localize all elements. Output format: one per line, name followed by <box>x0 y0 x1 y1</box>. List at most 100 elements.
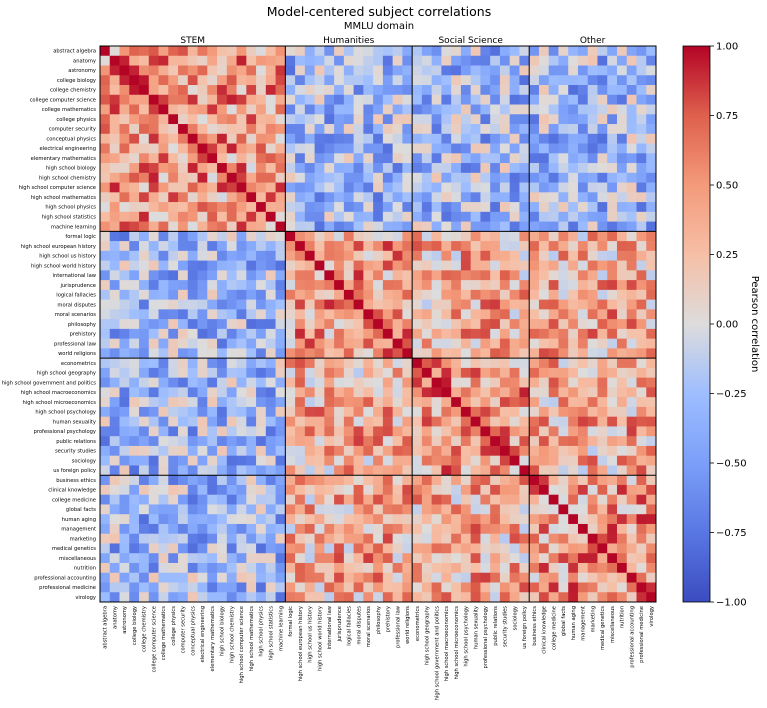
heatmap-cell <box>626 533 637 544</box>
heatmap-cell <box>509 484 520 496</box>
y-tick-label: formal logic <box>65 234 96 240</box>
heatmap-cell <box>168 523 179 535</box>
heatmap-cell <box>246 133 257 144</box>
heatmap-cell <box>207 163 218 174</box>
heatmap-cell <box>451 270 462 281</box>
heatmap-cell <box>558 65 569 76</box>
heatmap-cell <box>616 397 628 408</box>
heatmap-cell <box>363 494 374 505</box>
heatmap-cell <box>275 338 286 349</box>
heatmap-cell <box>616 348 628 359</box>
heatmap-cell <box>285 46 296 57</box>
heatmap-cell <box>100 124 111 135</box>
heatmap-cell <box>451 455 462 466</box>
heatmap-cell <box>158 202 169 213</box>
heatmap-cell <box>558 289 569 301</box>
heatmap-cell <box>607 133 618 144</box>
heatmap-cell <box>197 124 208 135</box>
heatmap-cell <box>187 445 198 457</box>
heatmap-cell <box>577 582 589 593</box>
x-tick-label: high school biology <box>220 606 226 656</box>
heatmap-cell <box>285 553 296 564</box>
heatmap-cell <box>109 455 120 466</box>
heatmap-cell <box>587 504 598 515</box>
heatmap-cell <box>158 582 169 593</box>
heatmap-cell <box>460 436 472 447</box>
heatmap-cell <box>256 387 267 398</box>
heatmap-cell <box>480 192 491 203</box>
heatmap-cell <box>246 85 257 96</box>
heatmap-cell <box>509 397 520 408</box>
heatmap-cell <box>139 484 150 496</box>
x-tick-label: high school macroeconomics <box>444 606 450 682</box>
heatmap-cell <box>265 475 276 486</box>
heatmap-cell <box>304 338 315 349</box>
heatmap-cell <box>324 104 335 115</box>
heatmap-cell <box>480 533 491 544</box>
heatmap-cell <box>509 514 520 525</box>
heatmap-cell <box>568 241 579 252</box>
heatmap-cell <box>568 309 579 320</box>
heatmap-cell <box>451 153 462 164</box>
heatmap-cell <box>158 406 169 418</box>
heatmap-cell <box>626 55 637 66</box>
heatmap-cell <box>256 504 267 515</box>
heatmap-cell <box>265 192 276 203</box>
heatmap-cell <box>499 260 511 271</box>
heatmap-cell <box>275 416 286 427</box>
heatmap-cell <box>480 416 491 427</box>
heatmap-cell <box>548 75 559 86</box>
heatmap-cell <box>577 553 589 564</box>
heatmap-cell <box>451 397 462 408</box>
heatmap-cell <box>236 172 247 183</box>
heatmap-cell <box>158 562 169 574</box>
heatmap-cell <box>509 582 520 593</box>
heatmap-cell <box>558 85 569 96</box>
heatmap-cell <box>499 377 511 388</box>
heatmap-cell <box>568 153 579 164</box>
heatmap-cell <box>187 348 198 359</box>
heatmap-cell <box>607 562 618 574</box>
heatmap-cell <box>490 455 501 466</box>
heatmap-cell <box>207 338 218 349</box>
heatmap-cell <box>431 514 442 525</box>
heatmap-cell <box>548 397 559 408</box>
heatmap-cell <box>646 192 657 203</box>
heatmap-cell <box>285 280 296 291</box>
heatmap-cell <box>236 260 247 271</box>
heatmap-cell <box>324 592 335 603</box>
heatmap-cell <box>616 192 628 203</box>
heatmap-cell <box>187 406 198 418</box>
heatmap-cell <box>392 65 403 76</box>
heatmap-cell <box>460 319 472 330</box>
heatmap-cell <box>538 241 550 252</box>
x-tick-label: prehistory <box>386 606 392 632</box>
heatmap-cell <box>558 260 569 271</box>
heatmap-cell <box>597 445 608 457</box>
heatmap-cell <box>343 406 355 418</box>
heatmap-cell <box>509 241 520 252</box>
heatmap-cell <box>607 309 618 320</box>
heatmap-cell <box>207 416 218 427</box>
heatmap-cell <box>382 397 394 408</box>
heatmap-cell <box>548 211 559 222</box>
heatmap-cell <box>363 572 374 583</box>
heatmap-cell <box>470 436 481 447</box>
heatmap-cell <box>607 406 618 418</box>
heatmap-cell <box>226 514 237 525</box>
heatmap-cell <box>275 124 286 135</box>
heatmap-cell <box>636 533 647 544</box>
heatmap-cell <box>382 163 394 174</box>
heatmap-cell <box>373 514 384 525</box>
group-labels: STEM Humanities Social Science Other <box>180 36 605 46</box>
heatmap-cell <box>119 143 130 154</box>
y-tick-label: computer security <box>49 127 96 133</box>
heatmap-cell <box>626 562 637 574</box>
heatmap-cell <box>460 65 472 76</box>
y-tick-label: us foreign policy <box>53 468 96 474</box>
heatmap-cell <box>158 426 169 437</box>
heatmap-cell <box>597 172 608 183</box>
heatmap-cell <box>265 153 276 164</box>
heatmap-cell <box>480 124 491 135</box>
heatmap-cell <box>295 367 306 379</box>
